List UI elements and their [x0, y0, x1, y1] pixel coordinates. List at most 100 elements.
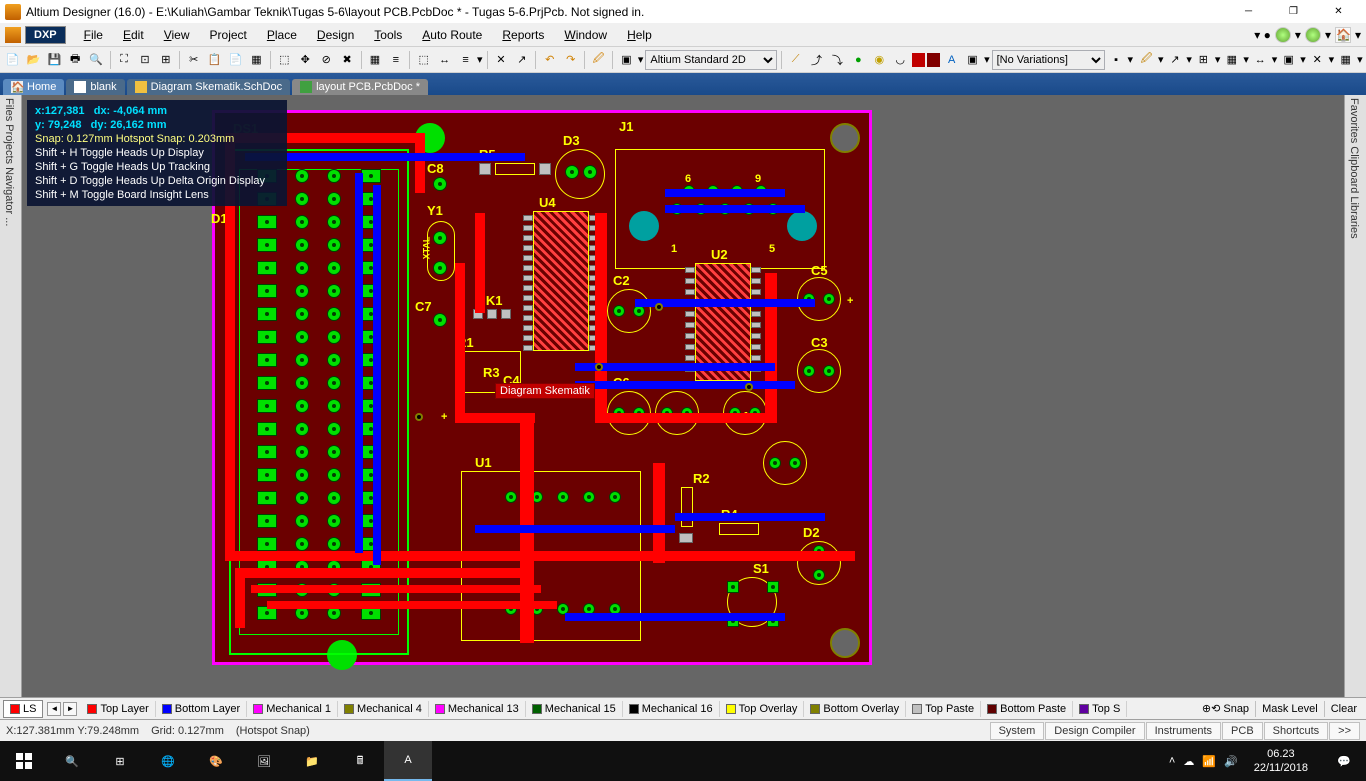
zoom-sel-icon[interactable]: ⊞ — [156, 50, 175, 70]
nav-fwd-icon[interactable] — [1305, 27, 1321, 43]
taskview-icon[interactable]: ⊞ — [96, 741, 144, 781]
clear-icon[interactable]: ✖ — [338, 50, 357, 70]
grid2-icon[interactable]: ▦ — [1336, 50, 1355, 70]
layer-top-overlay[interactable]: Top Overlay — [720, 701, 805, 717]
status-tab-pcb[interactable]: PCB — [1222, 722, 1263, 740]
mask-level[interactable]: Mask Level — [1255, 701, 1324, 717]
status-tab-design[interactable]: Design Compiler — [1045, 722, 1144, 740]
explorer-icon[interactable]: 📁 — [288, 741, 336, 781]
align-icon[interactable]: ≡ — [456, 50, 475, 70]
paint-icon[interactable]: 🎨 — [192, 741, 240, 781]
pad-icon[interactable]: ● — [849, 50, 868, 70]
move-icon[interactable]: ✥ — [296, 50, 315, 70]
menu-window[interactable]: Window — [554, 26, 617, 44]
search-icon[interactable]: 🔍 — [48, 741, 96, 781]
grid-icon[interactable]: ▦ — [366, 50, 385, 70]
right-panel-tabs[interactable]: Favorites Clipboard Libraries — [1344, 95, 1366, 697]
clear-button[interactable]: Clear — [1324, 701, 1363, 717]
array-icon[interactable]: ▦ — [247, 50, 266, 70]
menu-file[interactable]: File — [74, 26, 113, 44]
variations-select[interactable]: [No Variations] — [992, 50, 1105, 70]
start-button[interactable] — [0, 741, 48, 781]
filter-tool-icon[interactable]: ⟋ — [786, 50, 805, 70]
altium-task-icon[interactable]: A — [384, 741, 432, 781]
status-tab-more[interactable]: >> — [1329, 722, 1360, 740]
diff-icon[interactable]: ⤵ — [828, 50, 847, 70]
reroute-icon[interactable]: ↗ — [512, 50, 531, 70]
viewmode-select[interactable]: Altium Standard 2D — [645, 50, 777, 70]
left-panel-tabs[interactable]: Files Projects Navigator ... — [0, 95, 22, 697]
menu-reports[interactable]: Reports — [492, 26, 554, 44]
photos-icon[interactable]: 🖼 — [240, 741, 288, 781]
tab-home[interactable]: 🏠Home — [3, 79, 64, 95]
arc-icon[interactable]: ◡ — [891, 50, 910, 70]
layer-m1[interactable]: Mechanical 1 — [247, 701, 338, 717]
edit-draw-icon[interactable]: 🖉 — [1137, 50, 1156, 70]
snap-toggle[interactable]: ⊕⟲ Snap — [1196, 700, 1255, 717]
move-tool-icon[interactable]: ↔ — [435, 50, 454, 70]
status-tab-system[interactable]: System — [990, 722, 1045, 740]
close-button[interactable]: ✕ — [1316, 0, 1361, 23]
via-icon[interactable]: ◉ — [870, 50, 889, 70]
save-icon[interactable]: 💾 — [45, 50, 64, 70]
zoom-fit-icon[interactable]: ⛶ — [115, 50, 134, 70]
cut-icon[interactable]: ✂ — [184, 50, 203, 70]
track-icon[interactable]: ⤴ — [807, 50, 826, 70]
menu-autoroute[interactable]: Auto Route — [412, 26, 492, 44]
tab-pcb[interactable]: layout PCB.PcbDoc * — [292, 79, 428, 95]
string-icon[interactable]: A — [942, 50, 961, 70]
status-tab-shortcuts[interactable]: Shortcuts — [1264, 722, 1328, 740]
filter-icon[interactable]: 🖉 — [589, 50, 608, 70]
menu-edit[interactable]: Edit — [113, 26, 154, 44]
chip-icon[interactable]: ▪ — [1107, 50, 1126, 70]
calc-icon[interactable]: 🖩 — [336, 741, 384, 781]
board-icon[interactable]: ▣ — [1279, 50, 1298, 70]
dim-icon[interactable]: ↔ — [1251, 50, 1270, 70]
layers-icon[interactable]: ≡ — [386, 50, 405, 70]
tab-blank[interactable]: blank — [66, 79, 124, 95]
layer-m15[interactable]: Mechanical 15 — [526, 701, 623, 717]
preview-icon[interactable]: 🔍 — [87, 50, 106, 70]
layer-top-solder[interactable]: Top S — [1073, 701, 1127, 717]
3d-icon[interactable]: ▣ — [617, 50, 636, 70]
menu-help[interactable]: Help — [617, 26, 662, 44]
menu-place[interactable]: Place — [257, 26, 307, 44]
minimize-button[interactable]: ─ — [1226, 0, 1271, 23]
comp-icon[interactable]: ▣ — [963, 50, 982, 70]
new-icon[interactable]: 📄 — [3, 50, 22, 70]
tray-wifi-icon[interactable]: 📶 — [1202, 755, 1216, 768]
status-tab-instruments[interactable]: Instruments — [1146, 722, 1221, 740]
layers2-icon[interactable]: ▦ — [1222, 50, 1241, 70]
layer-ls[interactable]: LS — [3, 700, 43, 718]
dxp-button[interactable]: DXP — [25, 26, 66, 44]
fill-icon[interactable] — [912, 53, 925, 67]
route-icon[interactable]: ↗ — [1165, 50, 1184, 70]
maximize-button[interactable]: ❐ — [1271, 0, 1316, 23]
deselect-icon[interactable]: ⊘ — [317, 50, 336, 70]
tray-up-icon[interactable]: ˄ — [1169, 755, 1175, 767]
open-icon[interactable]: 📂 — [24, 50, 43, 70]
select-icon[interactable]: ⬚ — [275, 50, 294, 70]
layer-bottom-overlay[interactable]: Bottom Overlay — [804, 701, 906, 717]
home-icon[interactable]: 🏠 — [1335, 27, 1351, 43]
paste-icon[interactable]: 📄 — [226, 50, 245, 70]
layer-top-paste[interactable]: Top Paste — [906, 701, 981, 717]
cross-icon[interactable]: ✕ — [492, 50, 511, 70]
layer-top[interactable]: Top Layer — [81, 701, 155, 717]
copy-icon[interactable]: 📋 — [205, 50, 224, 70]
layer-nav[interactable]: ◄► — [43, 702, 81, 716]
print-icon[interactable]: 🖶 — [66, 50, 85, 70]
layer-bottom-paste[interactable]: Bottom Paste — [981, 701, 1073, 717]
layer-bottom[interactable]: Bottom Layer — [156, 701, 247, 717]
undo-icon[interactable]: ↶ — [540, 50, 559, 70]
view3d-icon[interactable]: ⊞ — [1194, 50, 1213, 70]
tray-clock[interactable]: 06.2322/11/2018 — [1246, 747, 1316, 775]
menu-project[interactable]: Project — [200, 26, 257, 44]
select-rect-icon[interactable]: ⬚ — [414, 50, 433, 70]
pcb-canvas[interactable]: DS1 D1 J1 D3 1 5 6 9 — [22, 95, 1344, 697]
notifications-icon[interactable]: 💬 — [1324, 741, 1364, 781]
poly-icon[interactable] — [927, 53, 940, 67]
tab-schematic[interactable]: Diagram Skematik.SchDoc — [127, 79, 290, 95]
tray-cloud-icon[interactable]: ☁ — [1183, 755, 1194, 768]
redo-icon[interactable]: ↷ — [561, 50, 580, 70]
